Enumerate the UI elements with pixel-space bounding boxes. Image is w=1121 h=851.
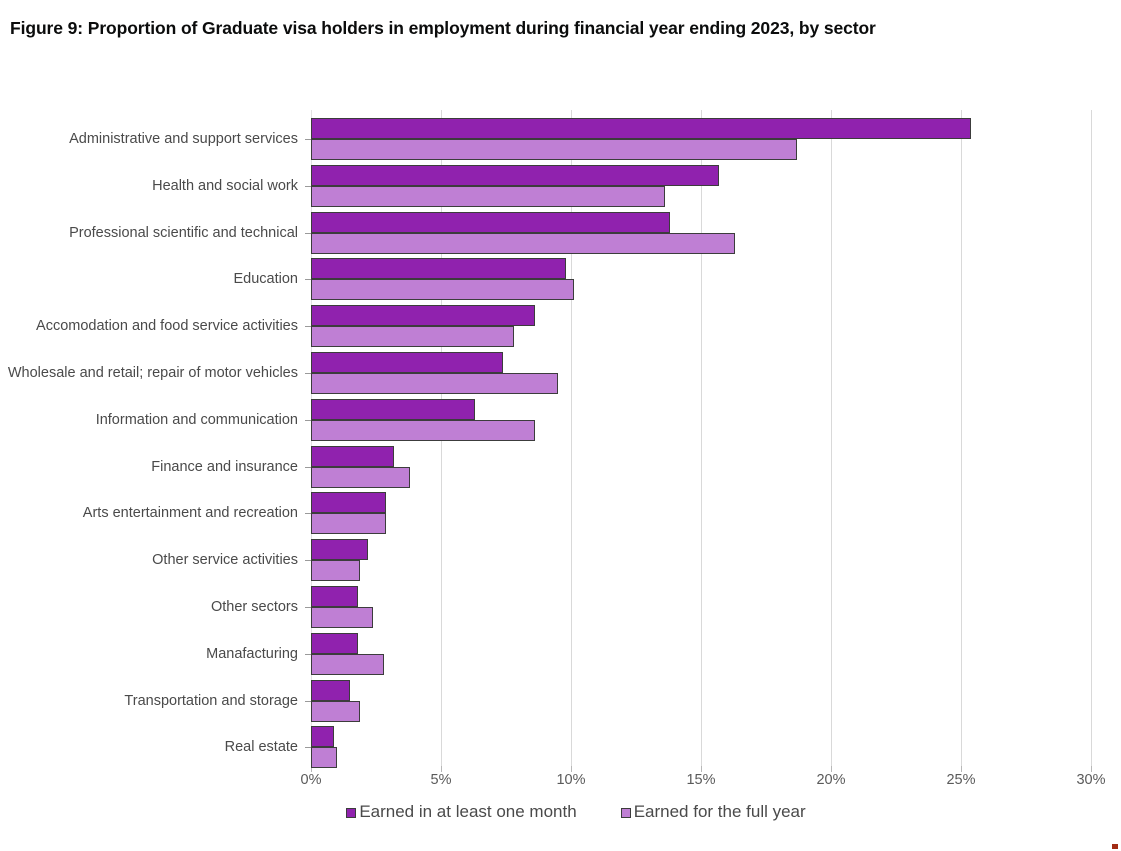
x-axis-tick — [701, 766, 702, 772]
bar-earned-one-month — [311, 539, 369, 561]
y-axis-label: Finance and insurance — [151, 458, 298, 475]
y-axis-label: Arts entertainment and recreation — [82, 505, 298, 522]
bar-earned-one-month — [311, 586, 358, 607]
x-axis-label: 15% — [686, 772, 716, 788]
y-axis-tick — [305, 607, 311, 608]
y-axis-tick — [305, 420, 311, 421]
bar-earned-one-month — [311, 632, 358, 654]
bar-earned-one-month — [311, 398, 475, 420]
bar-earned-full-year — [311, 279, 574, 301]
y-axis-tick — [305, 467, 311, 468]
bar-earned-full-year — [311, 653, 384, 675]
y-axis-tick — [305, 654, 311, 655]
bar-earned-full-year — [311, 232, 735, 254]
x-axis-tick — [441, 766, 442, 772]
bar-earned-full-year — [311, 185, 665, 207]
x-gridline — [701, 110, 702, 766]
y-axis-label: Manafacturing — [206, 645, 298, 662]
y-axis-label: Other service activities — [152, 552, 298, 569]
y-axis-tick — [305, 701, 311, 702]
bar-earned-full-year — [311, 700, 361, 722]
bar-earned-one-month — [311, 258, 566, 280]
x-gridline — [961, 110, 962, 766]
y-axis-tick — [305, 373, 311, 374]
x-axis-tick — [1091, 766, 1092, 772]
y-axis-label: Education — [233, 271, 299, 288]
bar-earned-one-month — [311, 679, 350, 701]
y-axis-tick — [305, 186, 311, 187]
y-axis-label: Wholesale and retail; repair of motor ve… — [7, 365, 298, 381]
bar-earned-full-year — [311, 513, 387, 535]
chart-legend: Earned in at least one month Earned for t… — [311, 802, 841, 822]
x-axis-label: 25% — [946, 772, 976, 788]
y-axis-label: Information and communication — [95, 411, 298, 428]
y-axis-tick — [305, 560, 311, 561]
bar-earned-full-year — [311, 560, 361, 582]
corner-marker — [1112, 844, 1118, 849]
bar-earned-full-year — [311, 139, 798, 160]
legend-label: Earned for the full year — [633, 802, 806, 821]
bar-earned-one-month — [311, 118, 972, 139]
y-axis-label: Transportation and storage — [124, 692, 298, 709]
y-axis-tick — [305, 233, 311, 234]
x-axis-label: 20% — [816, 772, 846, 788]
bar-earned-one-month — [311, 211, 670, 233]
y-axis-tick — [305, 326, 311, 327]
x-axis-label: 5% — [430, 772, 452, 788]
bar-earned-one-month — [311, 352, 504, 373]
y-axis-label: Health and social work — [152, 177, 298, 194]
x-gridline — [571, 110, 572, 766]
bar-earned-one-month — [311, 164, 720, 186]
bar-earned-full-year — [311, 747, 337, 769]
bar-earned-one-month — [311, 445, 395, 467]
x-gridline — [1091, 110, 1092, 766]
legend-swatch-icon — [346, 808, 357, 818]
bar-earned-full-year — [311, 419, 535, 441]
page-title: Figure 9: Proportion of Graduate visa ho… — [10, 18, 876, 38]
y-axis-label: Real estate — [224, 739, 298, 756]
bar-earned-one-month — [311, 492, 387, 514]
y-axis-tick — [305, 747, 311, 748]
y-axis-label: Administrative and support services — [69, 131, 298, 147]
y-axis-label: Professional scientific and technical — [69, 224, 298, 241]
y-axis-tick — [305, 513, 311, 514]
bar-earned-full-year — [311, 373, 558, 394]
legend-item-earned-full-year[interactable]: Earned for the full year — [620, 802, 806, 822]
x-gridline — [831, 110, 832, 766]
x-axis-label: 0% — [300, 772, 322, 788]
x-axis-tick — [961, 766, 962, 772]
x-axis-label: 10% — [556, 772, 586, 788]
x-axis-tick — [831, 766, 832, 772]
bar-earned-full-year — [311, 326, 514, 348]
bar-earned-one-month — [311, 726, 335, 748]
legend-item-earned-one-month[interactable]: Earned in at least one month — [346, 802, 577, 822]
legend-label: Earned in at least one month — [359, 802, 577, 821]
y-axis-tick — [305, 139, 311, 140]
x-axis-label: 30% — [1076, 772, 1106, 788]
y-axis-tick — [305, 279, 311, 280]
bar-earned-one-month — [311, 305, 535, 327]
x-axis-tick — [311, 766, 312, 772]
y-axis-label: Other sectors — [210, 599, 298, 615]
bar-earned-full-year — [311, 466, 410, 488]
legend-swatch-icon — [620, 808, 631, 818]
y-axis-label: Accomodation and food service activities — [36, 318, 298, 335]
x-axis-tick — [571, 766, 572, 772]
bar-earned-full-year — [311, 607, 374, 628]
